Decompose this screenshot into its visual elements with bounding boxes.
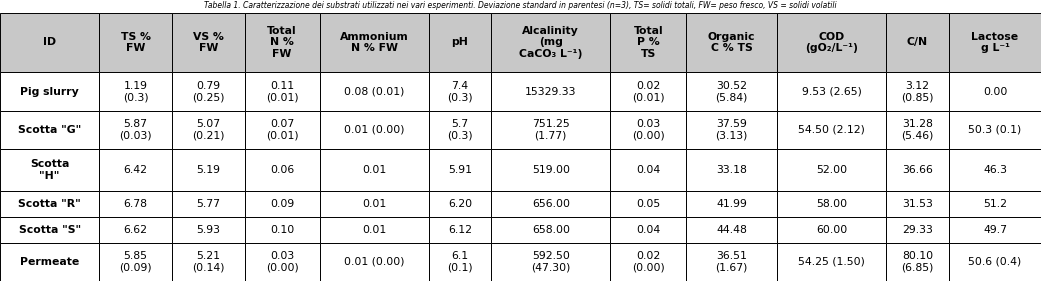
Text: Tabella 1. Caratterizzazione dei substrati utilizzati nei vari esperimenti. Devi: Tabella 1. Caratterizzazione dei substra… [204,1,837,10]
